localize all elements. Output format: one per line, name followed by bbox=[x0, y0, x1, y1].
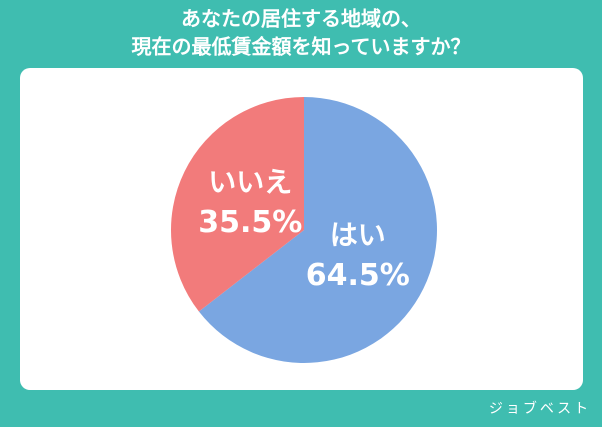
source: ジョブベスト bbox=[489, 400, 591, 417]
chart-title: あなたの居住する地域の、 bbox=[181, 7, 421, 31]
pie-slice bbox=[198, 97, 437, 364]
slice-label: いいえ bbox=[208, 166, 292, 199]
value-label: 35.5% bbox=[198, 205, 302, 240]
chart-title: 現在の最低賃金額を知っていますか？ bbox=[132, 35, 471, 59]
value-label: 64.5% bbox=[306, 258, 410, 293]
slice-label: はい bbox=[330, 218, 386, 251]
pie-slice bbox=[171, 97, 304, 312]
